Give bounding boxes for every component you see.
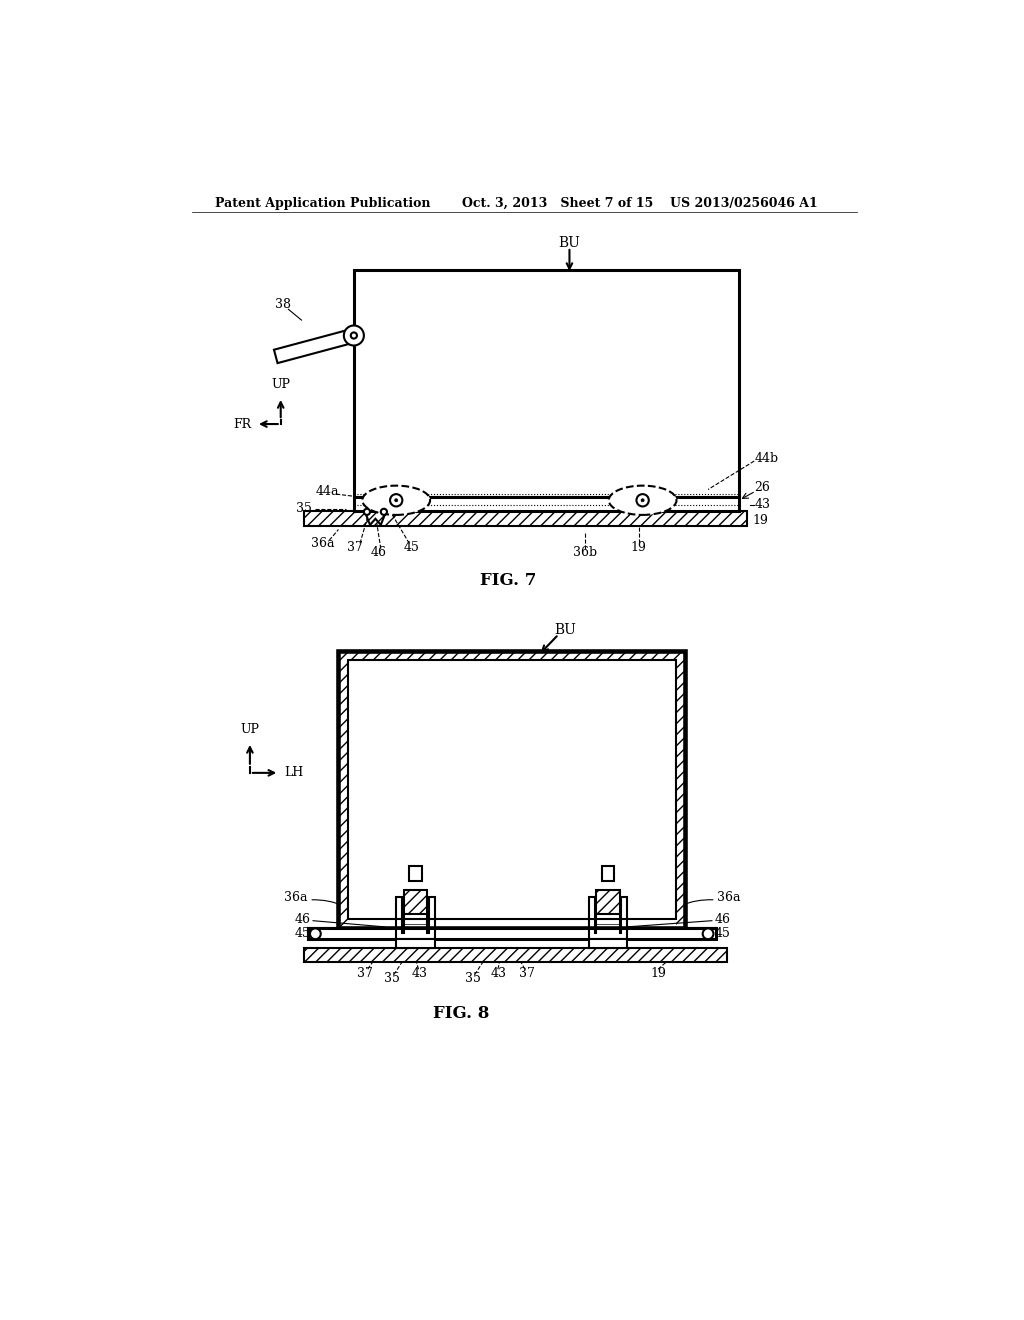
Text: 19: 19 <box>650 966 666 979</box>
FancyArrowPatch shape <box>312 900 368 924</box>
Circle shape <box>641 499 644 502</box>
Bar <box>596 890 620 913</box>
Bar <box>602 866 614 882</box>
Text: 35: 35 <box>296 502 312 515</box>
Text: 26: 26 <box>755 482 770 495</box>
Bar <box>304 511 746 525</box>
Circle shape <box>637 494 649 507</box>
Bar <box>410 866 422 882</box>
Text: 43: 43 <box>755 499 770 511</box>
Text: 44b: 44b <box>755 453 778 465</box>
Circle shape <box>364 508 370 515</box>
Circle shape <box>351 333 357 339</box>
Text: 35: 35 <box>384 972 400 985</box>
Text: FIG. 8: FIG. 8 <box>433 1005 489 1022</box>
Text: 19: 19 <box>753 513 769 527</box>
Bar <box>354 271 739 498</box>
Bar <box>339 660 348 928</box>
Bar <box>396 940 435 948</box>
Text: Oct. 3, 2013   Sheet 7 of 15: Oct. 3, 2013 Sheet 7 of 15 <box>462 197 653 210</box>
Bar <box>676 660 685 928</box>
Bar <box>304 948 727 961</box>
Text: 37: 37 <box>519 966 536 979</box>
Text: US 2013/0256046 A1: US 2013/0256046 A1 <box>670 197 817 210</box>
Text: 37: 37 <box>347 541 364 554</box>
Bar <box>307 928 339 937</box>
Text: 36b: 36b <box>572 546 597 560</box>
Text: 46: 46 <box>714 912 730 925</box>
Bar <box>403 890 427 913</box>
Circle shape <box>344 326 364 346</box>
Text: UP: UP <box>271 378 290 391</box>
Text: 38: 38 <box>275 298 291 312</box>
FancyArrowPatch shape <box>656 900 713 924</box>
Text: 45: 45 <box>295 927 310 940</box>
Bar <box>339 651 685 928</box>
Text: 43: 43 <box>490 966 507 979</box>
Ellipse shape <box>362 486 430 515</box>
Text: 36a: 36a <box>284 891 307 904</box>
Text: 46: 46 <box>295 912 310 925</box>
Text: 45: 45 <box>403 541 420 554</box>
Bar <box>589 940 628 948</box>
Ellipse shape <box>608 486 677 515</box>
Text: BU: BU <box>555 623 577 636</box>
Text: 35: 35 <box>465 972 481 985</box>
Text: 44a: 44a <box>315 484 339 498</box>
Bar <box>348 660 676 919</box>
Text: 37: 37 <box>357 966 374 979</box>
Circle shape <box>702 928 714 940</box>
Text: UP: UP <box>241 723 259 737</box>
Bar <box>307 928 716 940</box>
Circle shape <box>390 494 402 507</box>
Circle shape <box>394 499 397 502</box>
Text: 19: 19 <box>631 541 647 554</box>
Circle shape <box>310 928 321 940</box>
Text: 43: 43 <box>412 966 427 979</box>
Text: FR: FR <box>233 417 252 430</box>
Text: Patent Application Publication: Patent Application Publication <box>215 197 431 210</box>
Text: 36a: 36a <box>717 891 740 904</box>
Bar <box>354 498 739 511</box>
Bar <box>685 928 716 937</box>
Text: 46: 46 <box>371 546 386 560</box>
Text: LH: LH <box>284 767 303 779</box>
Text: 45: 45 <box>714 927 730 940</box>
Circle shape <box>381 508 387 515</box>
Text: BU: BU <box>558 236 581 249</box>
Text: 36a: 36a <box>311 537 335 550</box>
Polygon shape <box>274 329 355 363</box>
Text: FIG. 7: FIG. 7 <box>479 572 536 589</box>
Bar <box>339 651 685 660</box>
